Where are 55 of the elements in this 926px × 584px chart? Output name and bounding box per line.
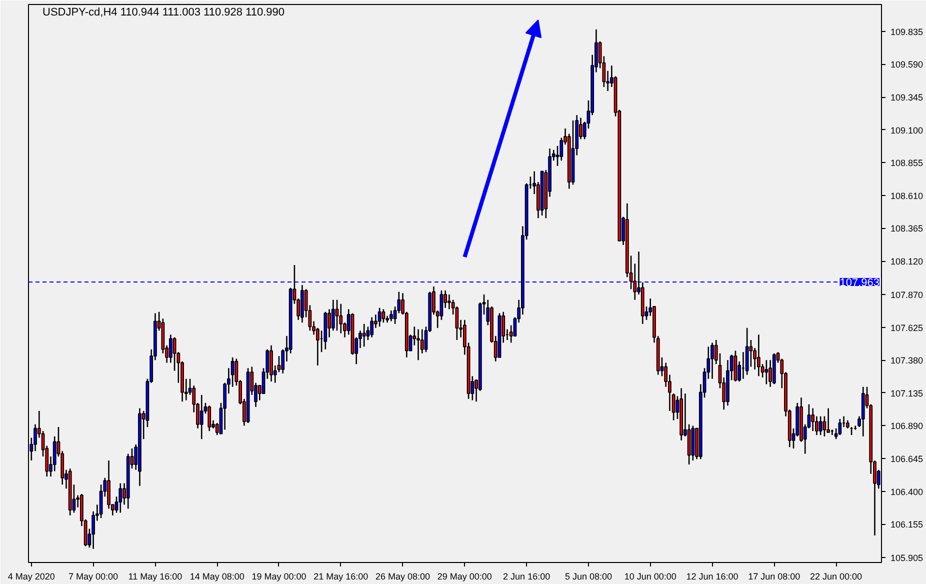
x-tick-label: 5 Jun 08:00 [564, 572, 612, 582]
y-tick-label: 106.645 [890, 454, 924, 464]
y-tick-label: 106.890 [890, 421, 924, 432]
candlestick [382, 308, 386, 324]
x-tick-label: 10 Jun 00:00 [624, 572, 676, 582]
candlestick [416, 328, 420, 361]
y-tick-label: 106.155 [890, 520, 924, 530]
y-tick-label: 108.610 [890, 190, 924, 201]
y-tick-label: 107.380 [890, 356, 924, 366]
x-tick-label: 17 Jun 08:00 [748, 572, 800, 582]
x-tick-label: 11 May 16:00 [128, 572, 182, 582]
candlestick [818, 416, 822, 436]
candlestick [370, 316, 374, 338]
y-tick-label: 107.625 [890, 322, 924, 333]
candlestick [200, 394, 204, 440]
y-tick-label: 109.345 [890, 92, 924, 103]
x-tick-label: 7 May 00:00 [68, 572, 118, 582]
chart-title: USDJPY-cd,H4 110.944 111.003 110.928 110.990 [42, 6, 284, 18]
y-tick-label: 107.870 [890, 290, 924, 300]
y-tick-label: 105.905 [890, 553, 924, 564]
candlestick [749, 339, 753, 368]
x-tick-label: 29 May 00:00 [437, 572, 492, 582]
candlestick [838, 418, 842, 436]
y-tick-label: 109.835 [890, 26, 924, 37]
y-tick-label: 107.135 [890, 388, 924, 398]
candlestick [335, 299, 339, 332]
candlestick [172, 336, 176, 372]
candlestick [362, 323, 366, 348]
candlestick [826, 408, 830, 434]
candlestick [764, 359, 768, 385]
candlestick [378, 307, 382, 328]
y-tick-label: 109.100 [890, 125, 924, 136]
candlestick [389, 310, 393, 322]
candlestick [118, 482, 122, 514]
x-tick-label: 22 Jun 00:00 [810, 572, 862, 582]
x-tick-label: 21 May 16:00 [314, 572, 368, 582]
x-tick-label: 4 May 2020 [8, 572, 55, 582]
candlestick [339, 303, 343, 334]
x-tick-label: 2 Jun 16:00 [503, 572, 550, 582]
x-tick-label: 14 May 08:00 [190, 572, 244, 582]
y-tick-label: 108.120 [890, 256, 924, 267]
candlestick [710, 342, 714, 380]
x-tick-label: 12 Jun 16:00 [686, 572, 738, 582]
ref-line-label: 107.963 [840, 277, 880, 290]
candlestick [811, 408, 815, 432]
x-tick-label: 26 May 08:00 [376, 572, 430, 582]
candlestick [208, 404, 212, 432]
x-tick-label: 19 May 00:00 [252, 572, 306, 582]
y-tick-label: 108.365 [890, 224, 924, 234]
y-tick-label: 109.590 [890, 60, 924, 70]
y-tick-label: 106.400 [890, 486, 924, 497]
y-tick-label: 108.855 [890, 158, 924, 168]
candlestick [440, 290, 444, 321]
candlestick [328, 308, 331, 338]
candlestick [756, 334, 760, 377]
